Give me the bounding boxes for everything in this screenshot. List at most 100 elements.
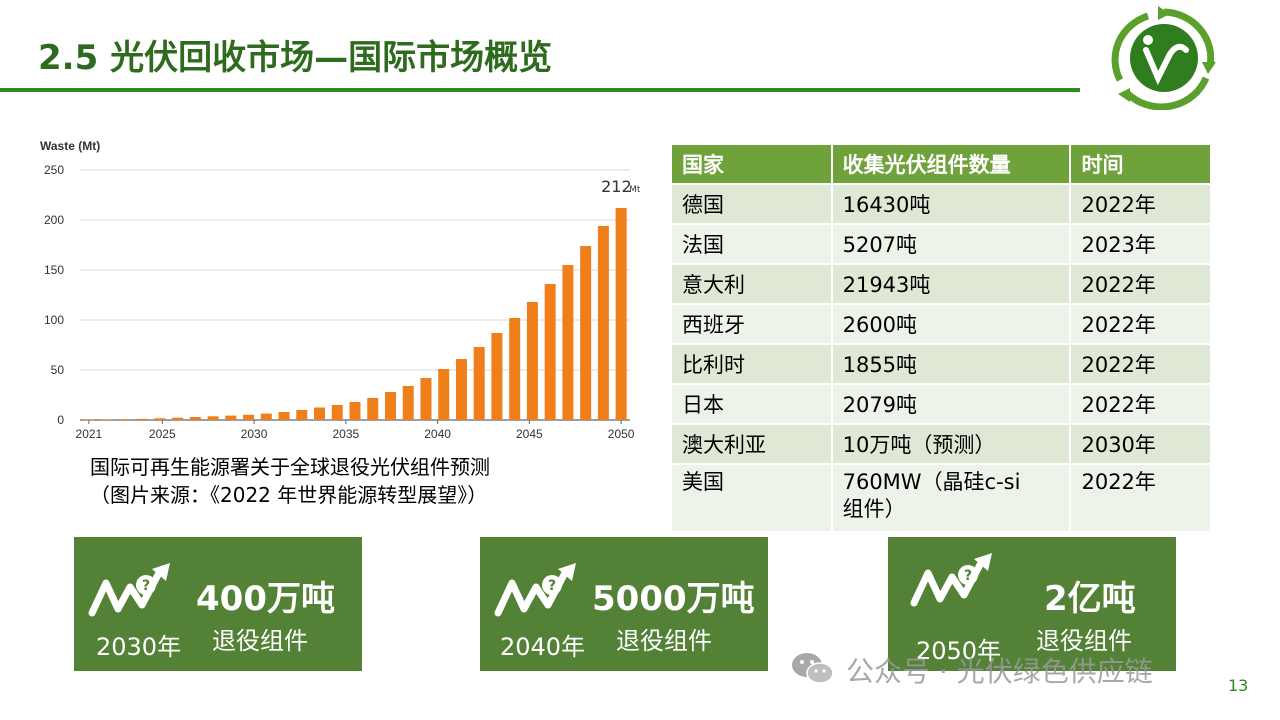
chart-y-tick-label: 150 [44, 263, 64, 277]
cell-year: 2022年 [1069, 383, 1212, 425]
cell-amount: 16430吨 [830, 183, 1072, 225]
cell-country: 法国 [670, 223, 833, 265]
cell-year: 2022年 [1069, 263, 1212, 305]
chart-caption-line1: 国际可再生能源署关于全球退役光伏组件预测 [90, 455, 490, 479]
chart-bar [83, 419, 95, 421]
svg-text:?: ? [142, 578, 150, 594]
stat-box-2050: ? 2亿吨 2050年 退役组件 [888, 537, 1176, 671]
chart-bar [473, 347, 485, 420]
chart-bar [101, 419, 113, 420]
cell-amount: 760MW（晶硅c-si 组件） [830, 463, 1072, 533]
cell-country: 西班牙 [670, 303, 833, 345]
chart-bar [136, 418, 148, 420]
chart-bar [597, 226, 609, 420]
wechat-icon [792, 653, 834, 684]
header-amount: 收集光伏组件数量 [830, 143, 1072, 185]
chart-y-tick-label: 250 [44, 163, 64, 177]
stat-subtitle: 退役组件 [616, 627, 712, 655]
header-country: 国家 [670, 143, 833, 185]
chart-x-tick-label: 2050 [608, 427, 635, 441]
stat-year: 2030年 [96, 633, 182, 661]
wechat-watermark: 公众号 · 光伏绿色供应链 [790, 648, 1250, 688]
svg-text:?: ? [548, 578, 556, 594]
chart-bar [580, 246, 592, 420]
cell-country: 日本 [670, 383, 833, 425]
table-row: 美国 760MW（晶硅c-si 组件） 2022年 [670, 463, 1212, 533]
table-row: 德国 16430吨 2022年 [670, 183, 1212, 225]
page-number: 13 [1228, 676, 1249, 695]
table-row: 澳大利亚 10万吨（预测） 2030年 [670, 423, 1212, 465]
chart-bar [172, 417, 184, 420]
chart-y-tick-label: 50 [51, 363, 65, 377]
chart-bar [278, 412, 290, 420]
chart-y-tick-label: 100 [44, 313, 64, 327]
table-header-row: 国家 收集光伏组件数量 时间 [670, 143, 1212, 185]
chart-bar [615, 208, 627, 420]
chart-bar [491, 333, 503, 420]
stat-year: 2040年 [500, 633, 586, 661]
chart-caption-line2: （图片来源：《2022 年世界能源转型展望》） [90, 483, 488, 507]
chart-bar [331, 405, 343, 420]
cell-year: 2030年 [1069, 423, 1212, 465]
cell-country: 意大利 [670, 263, 833, 305]
chart-x-tick-label: 2040 [424, 427, 451, 441]
table-row: 西班牙 2600吨 2022年 [670, 303, 1212, 345]
stat-big-value: 2亿吨 [1044, 579, 1136, 619]
svg-text:?: ? [964, 568, 972, 584]
cell-amount: 2079吨 [830, 383, 1072, 425]
stat-big-value: 400万吨 [196, 579, 335, 619]
chart-bar [402, 386, 414, 420]
chart-bar [455, 359, 467, 420]
chart-bar [243, 414, 255, 420]
chart-x-tick-label: 2030 [241, 427, 268, 441]
chart-bar [154, 418, 166, 420]
cell-country: 德国 [670, 183, 833, 225]
header-year: 时间 [1069, 143, 1212, 185]
chart-bar [225, 415, 237, 420]
cell-country: 美国 [670, 463, 833, 533]
chart-y-tick-label: 200 [44, 213, 64, 227]
chart-bar [384, 392, 396, 420]
growth-question-icon: ? [494, 563, 576, 617]
table-row: 比利时 1855吨 2022年 [670, 343, 1212, 385]
growth-question-icon: ? [88, 563, 170, 617]
chart-bar [509, 318, 521, 420]
chart-caption: 国际可再生能源署关于全球退役光伏组件预测 （图片来源：《2022 年世界能源转型… [90, 453, 590, 509]
table-row: 意大利 21943吨 2022年 [670, 263, 1212, 305]
chart-bar [544, 284, 556, 420]
cell-year: 2022年 [1069, 463, 1212, 533]
cell-amount: 21943吨 [830, 263, 1072, 305]
stat-box-2030: ? 400万吨 2030年 退役组件 [74, 537, 362, 671]
cell-amount-line1: 760MW（晶硅c-si [842, 470, 1021, 494]
cell-amount: 5207吨 [830, 223, 1072, 265]
chart-bar [526, 302, 538, 420]
waste-bar-chart: Waste (Mt) 0 50 100 150 200 250 2021 2025 2030 2… [40, 139, 640, 441]
chart-x-tick-label: 2021 [76, 427, 103, 441]
chart-bar [562, 265, 574, 420]
table-row: 日本 2079吨 2022年 [670, 383, 1212, 425]
page-title: 2.5 光伏回收市场—国际市场概览 [38, 38, 553, 78]
cell-year: 2022年 [1069, 303, 1212, 345]
chart-bar [420, 378, 432, 420]
stat-box-2040: ? 5000万吨 2040年 退役组件 [480, 537, 768, 671]
cell-year: 2023年 [1069, 223, 1212, 265]
chart-x-tick-label: 2025 [149, 427, 176, 441]
stat-year: 2050年 [916, 637, 1002, 665]
chart-bar [207, 416, 219, 420]
chart-bar [349, 402, 361, 420]
table-row: 法国 5207吨 2023年 [670, 223, 1212, 265]
cell-country: 澳大利亚 [670, 423, 833, 465]
stat-subtitle: 退役组件 [212, 627, 308, 655]
chart-bar [118, 419, 130, 420]
chart-x-tick-label: 2045 [516, 427, 543, 441]
stat-subtitle: 退役组件 [1036, 627, 1132, 655]
chart-bar [296, 410, 308, 420]
cell-amount: 1855吨 [830, 343, 1072, 385]
chart-bar [189, 417, 201, 420]
chart-bar [314, 407, 326, 420]
watermark-text: 公众号 · 光伏绿色供应链 [846, 655, 1153, 688]
growth-question-icon: ? [910, 553, 992, 607]
stat-big-value: 5000万吨 [592, 579, 755, 619]
chart-y-axis-label: Waste (Mt) [40, 139, 100, 153]
chart-x-tick-label: 2035 [332, 427, 359, 441]
